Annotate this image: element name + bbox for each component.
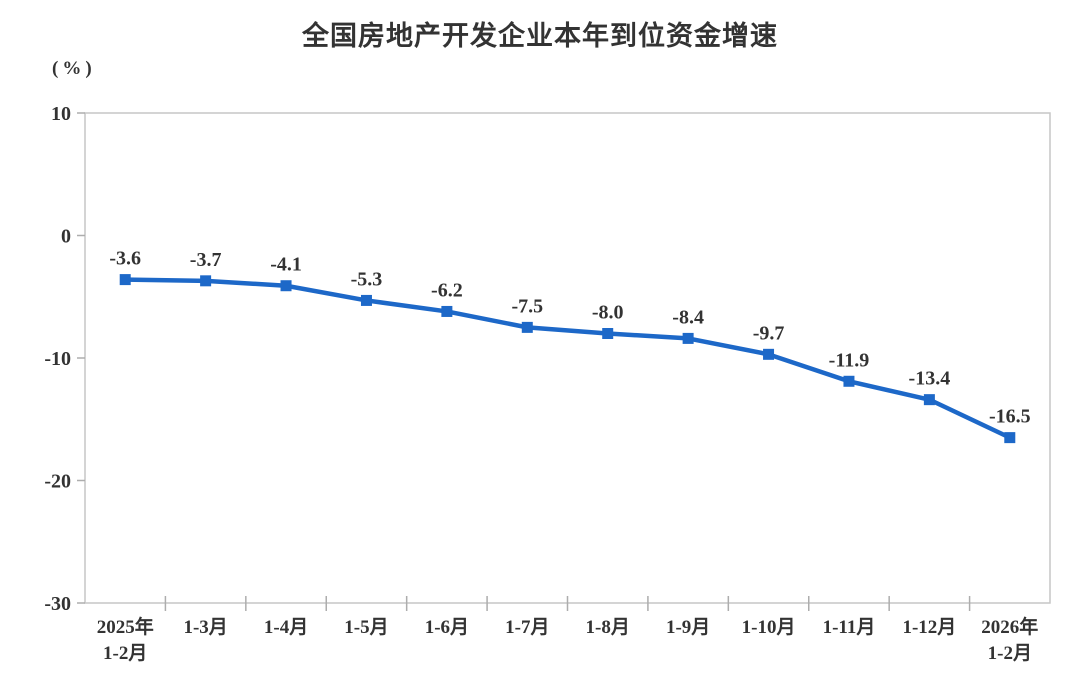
y-axis-tick-label: 10 [51,103,71,125]
data-point-marker [280,280,292,292]
x-axis-tick-label: 1-8月 [586,617,630,638]
data-point-marker [682,332,694,344]
x-axis-tick-label: 1-9月 [666,617,710,638]
y-axis-tick-label: -20 [44,471,71,493]
y-axis-tick-label: 0 [61,226,71,248]
data-point-marker [119,274,131,286]
plot-area-border [84,112,1051,604]
x-axis-tick-label: 1-12月 [902,617,956,638]
data-point-label: -16.5 [989,406,1031,428]
data-point-label: -9.7 [753,322,785,344]
x-axis-tick-label: 1-6月 [425,617,469,638]
x-axis-tick-label: 1-5月 [344,617,388,638]
data-point-marker [521,321,533,333]
y-axis-tick-label: -10 [44,348,71,370]
data-point-marker [360,294,372,306]
x-axis-tick-label: 1-3月 [183,617,227,638]
chart-title: 全国房地产开发企业本年到位资金增速 [302,21,778,51]
x-axis-tick-label: 1-7月 [505,617,549,638]
data-point-label: -4.1 [270,254,302,276]
data-point-marker [843,375,855,387]
x-axis-tick-label: 2026年 1-2月 [981,615,1038,664]
series-line [122,277,1013,440]
y-axis-tick-label: -30 [44,593,71,615]
y-axis-unit-label: (%) [52,58,96,79]
data-point-marker [200,275,212,287]
data-point-label: -11.9 [829,349,870,371]
data-point-label: -3.7 [190,249,222,271]
data-point-marker [602,328,614,339]
data-point-label: -8.4 [672,306,704,328]
data-point-marker [763,348,775,360]
data-point-label: -13.4 [909,368,951,390]
data-point-label: -6.2 [431,279,463,301]
x-axis-tick-label: 1-4月 [264,617,308,638]
data-point-label: -8.0 [592,302,624,324]
x-axis-tick-label: 1-10月 [742,617,796,638]
data-point-marker [923,394,935,406]
data-point-label: -5.3 [351,268,383,290]
data-point-label: -3.6 [109,248,141,270]
data-point-marker [1004,432,1016,444]
data-point-label: -7.5 [511,295,543,317]
x-axis-tick-label: 1-11月 [823,617,876,638]
x-axis-tick-label: 2025年 1-2月 [97,615,154,664]
data-point-marker [441,305,453,317]
